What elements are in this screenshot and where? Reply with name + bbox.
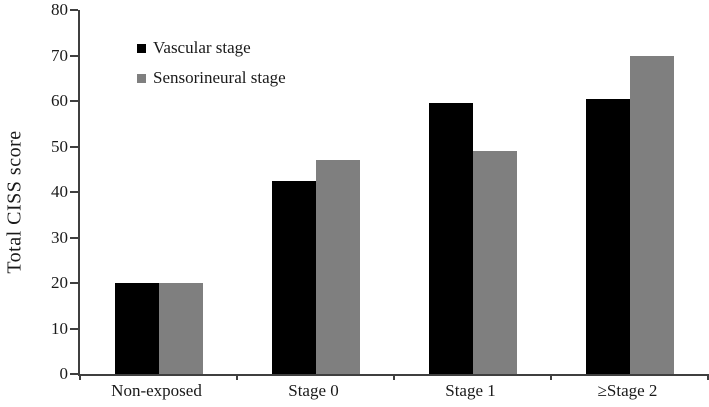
y-tick-label: 20: [51, 273, 68, 292]
legend-label-vascular: Vascular stage: [153, 38, 251, 57]
legend-swatch-sensorineural-icon: [137, 73, 146, 83]
x-tick-label: Stage 1: [445, 381, 496, 400]
plot-area: [70, 9, 709, 380]
legend-item-sensorineural: Sensorineural stage: [137, 68, 286, 88]
y-axis-title: Total CISS score: [3, 130, 26, 274]
x-axis-tick-mark: [236, 374, 238, 380]
bar-vascular-2: [271, 180, 316, 374]
y-axis-tick-mark: [70, 9, 78, 11]
legend-swatch-vascular-icon: [137, 43, 146, 53]
bar-sensorineural-1: [158, 283, 203, 374]
y-tick-label: 60: [51, 91, 68, 110]
x-tick-label: ≥Stage 2: [597, 381, 658, 400]
y-axis-tick-mark: [70, 145, 78, 148]
bar-vascular-1: [114, 283, 159, 374]
y-tick-label: 40: [51, 182, 68, 201]
y-axis-tick-mark: [70, 236, 78, 239]
legend: Vascular stage Sensorineural stage: [137, 38, 286, 98]
y-axis-tick-mark: [70, 327, 78, 330]
x-axis-tick-mark: [707, 374, 709, 380]
bar-sensorineural-3: [472, 151, 517, 374]
bar-vascular-3: [428, 103, 473, 374]
legend-label-sensorineural: Sensorineural stage: [153, 68, 286, 87]
y-axis-tick-mark: [70, 54, 78, 57]
x-tick-label: Stage 0: [288, 381, 339, 400]
y-tick-label: 80: [51, 0, 68, 19]
y-axis-tick-mark: [70, 282, 78, 284]
x-axis-tick-mark: [550, 374, 552, 380]
x-axis-tick-mark: [79, 374, 81, 380]
legend-item-vascular: Vascular stage: [137, 38, 286, 58]
y-axis-tick-mark: [70, 100, 78, 102]
y-tick-label: 50: [51, 136, 68, 156]
y-tick-label: 30: [51, 227, 68, 247]
x-tick-label: Non-exposed: [111, 381, 202, 400]
x-axis-tick-mark: [393, 374, 395, 380]
y-tick-label: 0: [59, 364, 69, 383]
bar-vascular-4: [585, 98, 630, 374]
y-axis-tick-mark: [70, 191, 78, 193]
y-axis-tick-mark: [70, 373, 78, 375]
bar-sensorineural-4: [629, 55, 674, 374]
bar-sensorineural-2: [315, 160, 360, 374]
y-tick-label: 10: [51, 318, 68, 338]
y-tick-label: 70: [51, 45, 68, 65]
